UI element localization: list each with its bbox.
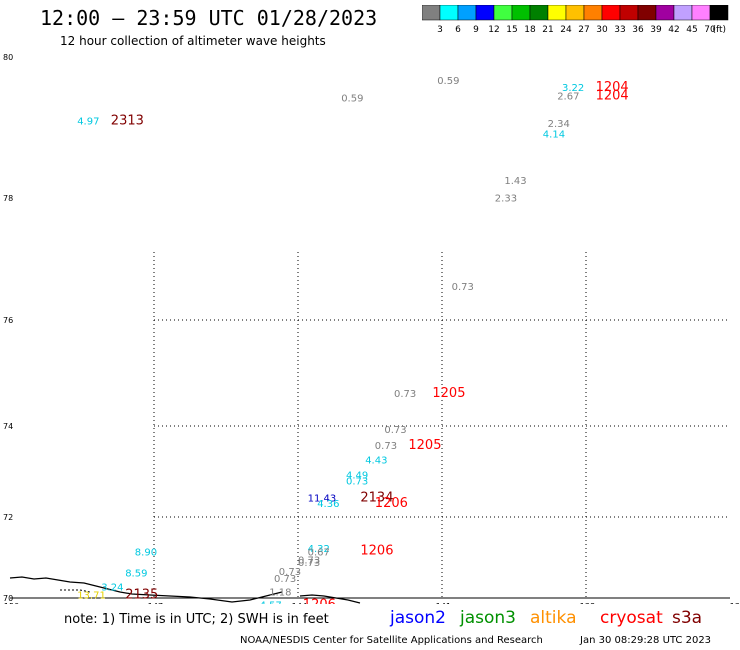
lat-tick-label: 78	[3, 194, 13, 203]
legend-jason3: jason3	[460, 608, 516, 628]
lat-tick-label: 80	[3, 53, 13, 62]
wave-height-label: 2.34	[548, 119, 570, 130]
wave-height-label: 0.73	[346, 477, 368, 488]
wave-height-label: 2.33	[495, 194, 517, 205]
coastline	[9, 576, 283, 603]
colorbar-tick-label: 3	[437, 25, 443, 35]
wave-height-label: 8.90	[135, 547, 157, 558]
pass-time-label: 1206	[375, 496, 408, 511]
colorbar-tick-label: 21	[542, 25, 553, 35]
wave-height-label: 4.14	[543, 129, 565, 140]
colorbar-swatch	[709, 5, 729, 21]
colorbar-tick-label: 30	[596, 25, 608, 35]
map-title: 12:00 – 23:59 UTC 01/28/2023	[40, 6, 378, 30]
colorbar-tick-label: 39	[650, 25, 662, 35]
pass-time-label: 2134	[360, 491, 393, 506]
wave-height-label: 13.71	[77, 590, 106, 601]
lon-tick-label: -141	[433, 602, 451, 604]
colorbar-tick-label: 12	[488, 25, 499, 35]
wave-height-label: 0.73	[375, 441, 397, 452]
pass-time-label: 1206	[360, 543, 393, 558]
wave-height-label: 11.43	[308, 494, 337, 505]
wave-height-map: 80 78 76 74 72 70-150 -147 -144 -141 -138 -13 0.59 0…	[1, 53, 740, 604]
pass-time-label: 1205	[408, 438, 441, 453]
legend-jason2: jason2	[390, 608, 446, 628]
colorbar-tick-label: 18	[524, 25, 536, 35]
coastline	[60, 589, 91, 593]
pass-time-label: 2135	[125, 587, 158, 602]
pass-time-label: 2313	[111, 114, 144, 129]
lon-tick-label: -147	[145, 602, 163, 604]
footer-credit: NOAA/NESDIS Center for Satellite Applica…	[240, 635, 543, 646]
colorbar-legend: 3 6 9 12 15 18 21 24 27 30 33 36 39 42 45 70(ft)	[422, 5, 729, 35]
wave-height-label: 8.59	[125, 569, 147, 580]
lat-tick-label: 72	[3, 513, 13, 522]
colorbar-tick-label: 6	[455, 25, 461, 35]
wave-height-label: 4.57	[260, 600, 282, 604]
lon-tick-label: -150	[1, 602, 19, 604]
colorbar-tick-label: 9	[473, 25, 479, 35]
colorbar-tick-label: 15	[506, 25, 517, 35]
lon-tick-label: -144	[289, 602, 307, 604]
map-subtitle: 12 hour collection of altimeter wave hei…	[60, 34, 326, 48]
legend-s3a: s3a	[672, 608, 703, 628]
lon-tick-label: -138	[577, 602, 595, 604]
wave-height-label: 4.97	[77, 117, 99, 128]
wave-height-label: 1.43	[504, 176, 526, 187]
colorbar-tick-label: 70	[704, 25, 716, 35]
wave-height-label: 2.67	[557, 91, 579, 102]
wave-height-label: 0.73	[274, 574, 296, 585]
pass-time-label: 1204	[596, 88, 629, 103]
wave-height-label: 4.43	[365, 455, 387, 466]
lat-tick-label: 74	[3, 422, 13, 431]
wave-height-label: 0.73	[298, 558, 320, 569]
wave-height-label: 0.59	[341, 93, 363, 104]
pass-time-label: 1205	[432, 386, 465, 401]
wave-height-label: 0.73	[384, 425, 406, 436]
wave-height-label: 3.22	[562, 83, 584, 94]
colorbar-tick-label: 27	[578, 25, 589, 35]
colorbar-unit-label: (ft)	[712, 25, 726, 35]
coastline	[299, 594, 361, 604]
wave-height-label: 1.18	[269, 588, 291, 599]
wave-height-label: 0.73	[452, 282, 474, 293]
wave-height-label: 0.73	[279, 567, 301, 578]
lat-tick-label: 70	[3, 594, 13, 603]
wave-height-label: 4.49	[346, 470, 368, 481]
footer-timestamp: Jan 30 08:29:28 UTC 2023	[580, 635, 712, 646]
pass-time-label: 1204	[596, 80, 629, 95]
lat-tick-label: 76	[3, 316, 13, 325]
legend-altika: altika	[530, 608, 577, 628]
wave-height-label: 0.73	[298, 556, 320, 567]
colorbar-tick-label: 33	[614, 25, 625, 35]
wave-height-label: 0.67	[308, 547, 330, 558]
wave-height-label: 3.24	[101, 582, 123, 593]
legend-cryosat: cryosat	[600, 608, 663, 628]
pass-time-label: 1206	[303, 597, 336, 604]
lon-tick-label: -13	[727, 602, 740, 604]
colorbar-tick-label: 42	[668, 25, 679, 35]
colorbar-tick-label: 36	[632, 25, 644, 35]
colorbar-tick-label: 24	[560, 25, 572, 35]
wave-height-label: 0.59	[437, 76, 459, 87]
wave-height-label: 0.73	[394, 389, 416, 400]
wave-height-label: 4.32	[308, 544, 330, 555]
wave-height-label: 4.36	[317, 499, 339, 510]
footer-note: note: 1) Time is in UTC; 2) SWH is in fe…	[64, 612, 329, 627]
colorbar-tick-label: 45	[686, 25, 697, 35]
